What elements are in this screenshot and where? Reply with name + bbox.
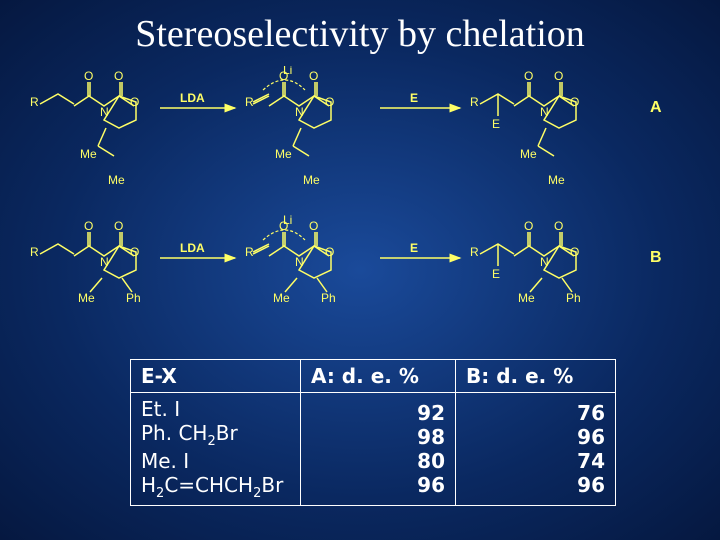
svg-text:B: B: [650, 249, 662, 266]
svg-text:R: R: [30, 95, 39, 109]
svg-text:R: R: [245, 95, 254, 109]
svg-text:Ph: Ph: [321, 291, 336, 305]
svg-text:R: R: [245, 245, 254, 259]
svg-text:Me: Me: [108, 173, 125, 187]
svg-text:E: E: [492, 267, 500, 281]
svg-text:LDA: LDA: [180, 241, 205, 255]
th-b: B: d. e. %: [456, 360, 616, 393]
svg-text:Me: Me: [273, 291, 290, 305]
cell-b: 76967496: [456, 393, 616, 506]
svg-text:Me: Me: [303, 173, 320, 187]
svg-text:Me: Me: [78, 291, 95, 305]
svg-text:R: R: [30, 245, 39, 259]
cell-ex: Et. IPh. CH2BrMe. IH2C=CHCH2Br: [131, 393, 301, 506]
svg-text:A: A: [650, 99, 662, 116]
cell-a: 92988096: [301, 393, 456, 506]
svg-text:Ph: Ph: [126, 291, 141, 305]
svg-text:LDA: LDA: [180, 91, 205, 105]
svg-text:Me: Me: [80, 147, 97, 161]
svg-text:Me: Me: [548, 173, 565, 187]
reaction-scheme: O O N O R Me Me LDA Li R Me: [30, 66, 690, 346]
svg-text:Me: Me: [518, 291, 535, 305]
svg-text:Me: Me: [520, 147, 537, 161]
svg-text:E: E: [410, 91, 418, 105]
th-ex: E-X: [131, 360, 301, 393]
svg-text:Me: Me: [275, 147, 292, 161]
svg-text:Ph: Ph: [566, 291, 581, 305]
svg-text:R: R: [470, 95, 479, 109]
slide-title: Stereoselectivity by chelation: [0, 0, 720, 56]
svg-text:E: E: [492, 117, 500, 131]
svg-text:E: E: [410, 241, 418, 255]
th-a: A: d. e. %: [301, 360, 456, 393]
svg-text:R: R: [470, 245, 479, 259]
de-table: E-X A: d. e. % B: d. e. % Et. IPh. CH2Br…: [130, 359, 616, 506]
